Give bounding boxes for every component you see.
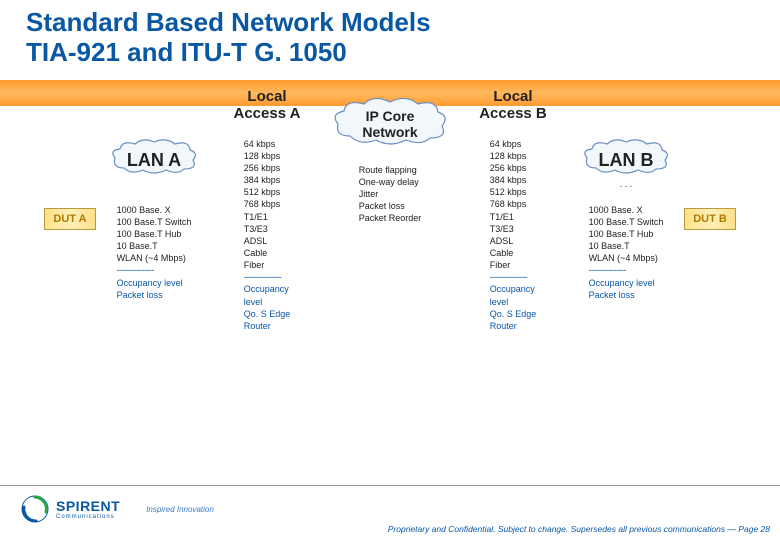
list-item: Qo. S Edge — [244, 308, 291, 320]
list-item: ADSL — [490, 235, 537, 247]
list-item: 768 kbps — [490, 198, 537, 210]
list-item: 64 kbps — [244, 138, 291, 150]
access-b-column: 64 kbps128 kbps256 kbps384 kbps512 kbps7… — [463, 138, 563, 332]
lan-a-cloud: LAN A — [109, 138, 199, 174]
network-diagram: LocalAccess A IP CoreNetwork LocalAccess… — [0, 68, 780, 332]
footer-rule — [0, 485, 780, 486]
list-item: 384 kbps — [244, 174, 291, 186]
title-line-2: TIA-921 and ITU-T G. 1050 — [26, 38, 780, 68]
list-item: Cable — [244, 247, 291, 259]
local-access-a-header: LocalAccess A — [234, 88, 301, 123]
local-access-b-header: LocalAccess B — [479, 88, 547, 123]
list-item: T1/E1 — [244, 211, 291, 223]
list-item: Packet loss — [589, 289, 664, 301]
list-item: --------------- — [490, 271, 537, 283]
lan-b-column: LAN B . . . 1000 Base. X100 Base.T Switc… — [571, 138, 681, 301]
list-item: 512 kbps — [490, 186, 537, 198]
logo-sub: Communications — [56, 514, 120, 520]
lan-b-ellipsis: . . . — [620, 178, 633, 192]
list-item: 384 kbps — [490, 174, 537, 186]
ip-core-cloud: IP CoreNetwork — [330, 96, 450, 146]
list-item: Fiber — [490, 259, 537, 271]
list-item: 128 kbps — [490, 150, 537, 162]
logo-name: SPIRENT — [56, 498, 120, 514]
list-item: ADSL — [244, 235, 291, 247]
list-item: 100 Base.T Hub — [117, 228, 192, 240]
list-item: Router — [490, 320, 537, 332]
list-item: 256 kbps — [490, 162, 537, 174]
page-title: Standard Based Network Models TIA-921 an… — [0, 0, 780, 68]
list-item: 100 Base.T Switch — [589, 216, 664, 228]
list-item: level — [244, 296, 291, 308]
list-item: Route flapping — [359, 164, 422, 176]
list-item: Router — [244, 320, 291, 332]
list-item: Jitter — [359, 188, 422, 200]
list-item: T3/E3 — [244, 223, 291, 235]
vendor-logo: SPIRENT Communications Inspired Innovati… — [20, 494, 214, 524]
list-item: Fiber — [244, 259, 291, 271]
list-item: Qo. S Edge — [490, 308, 537, 320]
list-item: 128 kbps — [244, 150, 291, 162]
list-item: 100 Base.T Hub — [589, 228, 664, 240]
list-item: 512 kbps — [244, 186, 291, 198]
list-item: WLAN (~4 Mbps) — [117, 252, 192, 264]
dut-b-box: DUT B — [684, 208, 736, 230]
footer-text: Proprietary and Confidential. Subject to… — [388, 524, 770, 534]
list-item: Occupancy — [490, 283, 537, 295]
list-item: T3/E3 — [490, 223, 537, 235]
list-item: Packet loss — [359, 200, 422, 212]
list-item: 10 Base.T — [117, 240, 192, 252]
list-item: WLAN (~4 Mbps) — [589, 252, 664, 264]
access-a-column: 64 kbps128 kbps256 kbps384 kbps512 kbps7… — [217, 138, 317, 332]
list-item: --------------- — [117, 264, 192, 276]
list-item: level — [490, 296, 537, 308]
lan-a-column: LAN A 1000 Base. X100 Base.T Switch100 B… — [99, 138, 209, 301]
list-item: 1000 Base. X — [589, 204, 664, 216]
list-item: Cable — [490, 247, 537, 259]
list-item: 10 Base.T — [589, 240, 664, 252]
list-item: One-way delay — [359, 176, 422, 188]
list-item: T1/E1 — [490, 211, 537, 223]
list-item: Occupancy level — [589, 277, 664, 289]
list-item: 100 Base.T Switch — [117, 216, 192, 228]
list-item: --------------- — [589, 264, 664, 276]
list-item: Occupancy level — [117, 277, 192, 289]
logo-tagline: Inspired Innovation — [146, 505, 214, 514]
spirent-swirl-icon — [20, 494, 50, 524]
list-item: --------------- — [244, 271, 291, 283]
list-item: 256 kbps — [244, 162, 291, 174]
list-item: Occupancy — [244, 283, 291, 295]
list-item: 768 kbps — [244, 198, 291, 210]
dut-a-box: DUT A — [44, 208, 95, 230]
list-item: 64 kbps — [490, 138, 537, 150]
core-column: Route flappingOne-way delayJitterPacket … — [325, 164, 455, 225]
list-item: Packet Reorder — [359, 212, 422, 224]
list-item: Packet loss — [117, 289, 192, 301]
list-item: 1000 Base. X — [117, 204, 192, 216]
title-line-1: Standard Based Network Models — [26, 8, 780, 38]
lan-b-cloud: LAN B — [581, 138, 671, 174]
